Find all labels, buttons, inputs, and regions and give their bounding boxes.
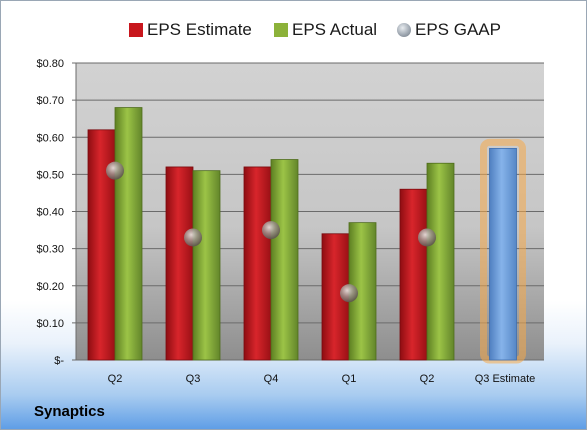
y-tick-label: $0.50 bbox=[36, 169, 64, 181]
gaap-marker bbox=[184, 228, 202, 247]
bar-estimate bbox=[165, 166, 194, 361]
legend-item-gaap: EPS GAAP bbox=[397, 18, 501, 42]
bar-actual bbox=[192, 170, 221, 361]
x-tick-label: Q3 Estimate bbox=[475, 373, 536, 385]
bar-projection bbox=[489, 147, 517, 361]
legend-label-estimate: EPS Estimate bbox=[147, 20, 252, 39]
bar-estimate bbox=[243, 166, 272, 361]
legend-swatch-actual bbox=[274, 23, 288, 37]
legend-item-actual: EPS Actual bbox=[274, 18, 377, 42]
y-tick-label: $0.30 bbox=[36, 244, 64, 256]
x-tick-label: Q2 bbox=[108, 373, 123, 385]
x-tick-label: Q4 bbox=[264, 373, 279, 385]
y-tick-label: $0.80 bbox=[36, 58, 64, 70]
x-tick-label: Q1 bbox=[342, 373, 357, 385]
eps-chart: $- $0.10 $0.20 $0.30 $0.40 $0.50 $0.60 $0.70 $0.… bbox=[36, 58, 544, 385]
y-tick-label: $0.40 bbox=[36, 207, 64, 219]
bar-estimate bbox=[399, 188, 428, 361]
y-tick-label: $- bbox=[54, 355, 64, 367]
bar-actual bbox=[114, 107, 143, 361]
bar-actual bbox=[270, 159, 299, 361]
gaap-marker bbox=[262, 221, 280, 240]
y-tick-label: $0.70 bbox=[36, 95, 64, 107]
company-name: Synaptics bbox=[34, 403, 105, 420]
legend-item-estimate: EPS Estimate bbox=[129, 18, 252, 42]
bar-actual bbox=[426, 162, 455, 361]
legend-label-actual: EPS Actual bbox=[292, 20, 378, 39]
legend-swatch-estimate bbox=[129, 23, 143, 37]
gaap-marker bbox=[106, 161, 124, 180]
y-tick-label: $0.20 bbox=[36, 281, 64, 293]
gaap-marker bbox=[418, 228, 436, 247]
y-tick-label: $0.60 bbox=[36, 132, 64, 144]
legend-swatch-gaap bbox=[397, 23, 411, 37]
gaap-marker bbox=[340, 284, 358, 303]
x-tick-label: Q3 bbox=[186, 373, 201, 385]
legend: EPS Estimate EPS Actual EPS GAAP bbox=[1, 18, 586, 42]
x-tick-label: Q2 bbox=[420, 373, 435, 385]
y-tick-label: $0.10 bbox=[36, 318, 64, 330]
legend-label-gaap: EPS GAAP bbox=[415, 20, 501, 39]
